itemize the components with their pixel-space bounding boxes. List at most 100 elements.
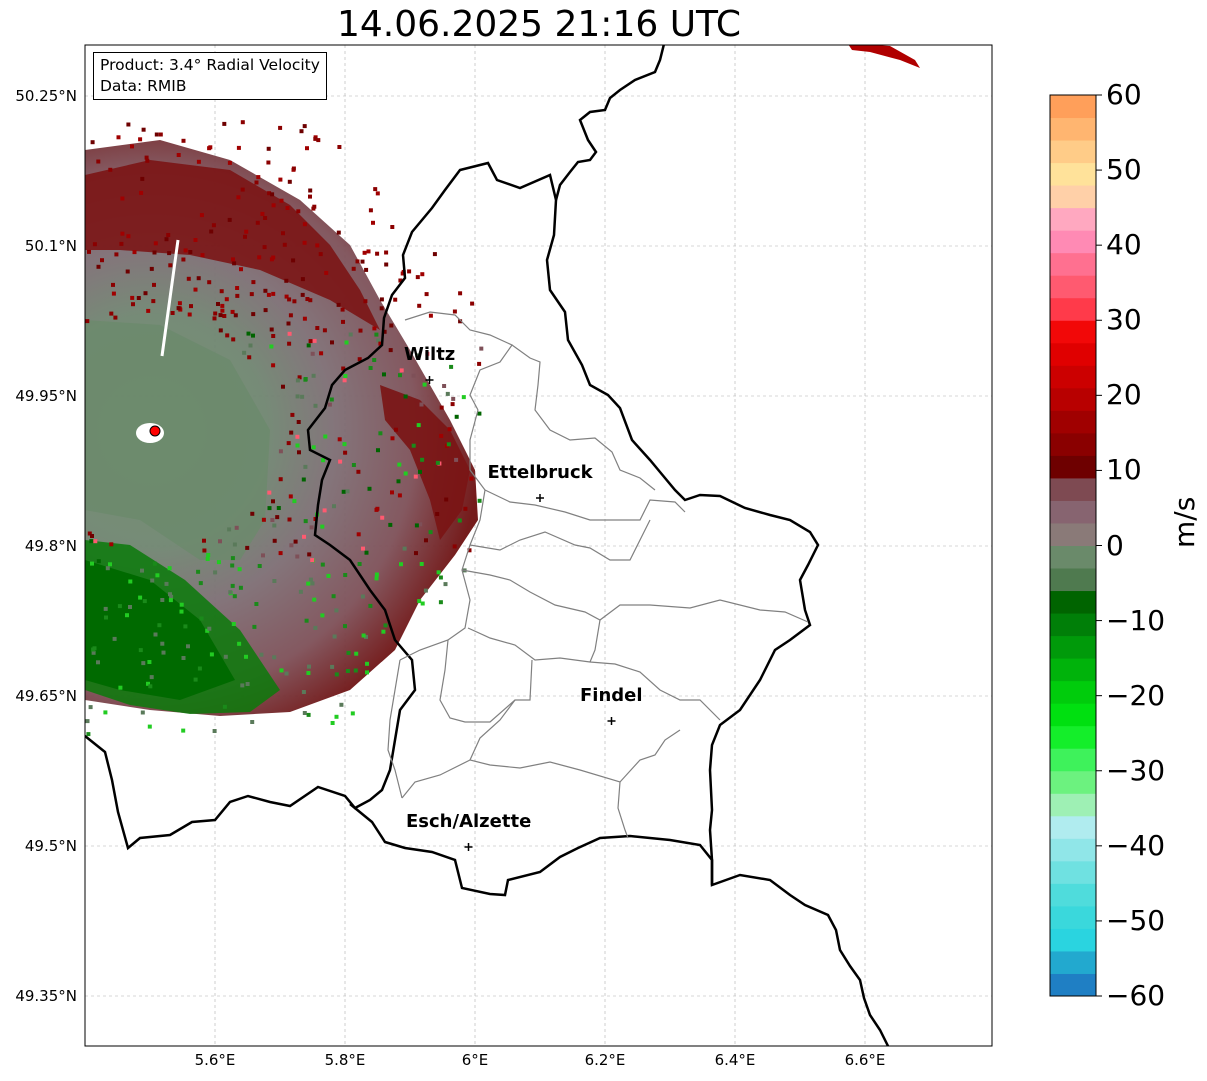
- echo-pixel: [85, 719, 90, 724]
- echo-pixel: [366, 249, 371, 254]
- echo-pixel: [231, 257, 235, 262]
- lon-tick-label: 6.6°E: [844, 1051, 886, 1069]
- echo-pixel: [278, 177, 283, 182]
- echo-pixel: [393, 297, 398, 302]
- echo-pixel: [96, 660, 100, 665]
- echo-pixel: [356, 532, 361, 537]
- echo-pixel: [275, 515, 280, 520]
- admin-borders: [387, 311, 809, 839]
- echo-pixel: [230, 309, 235, 314]
- echo-pixel: [281, 231, 285, 236]
- echo-pixel: [141, 661, 146, 666]
- echo-pixel: [227, 527, 232, 532]
- echo-pixel: [343, 450, 348, 455]
- echo-pixel: [303, 377, 308, 382]
- echo-north-red: [85, 160, 380, 330]
- echo-pixel: [181, 728, 186, 733]
- echo-pixel: [202, 538, 206, 543]
- echo-pixel: [249, 292, 254, 297]
- echo-pixel: [233, 313, 238, 318]
- echo-pixel: [146, 308, 151, 313]
- echo-pixel: [461, 395, 466, 400]
- echo-pixel: [109, 542, 114, 547]
- echo-pixel: [213, 311, 218, 316]
- echo-pixel: [181, 138, 186, 143]
- echo-pixel: [225, 333, 230, 338]
- echo-outer-band: [85, 140, 478, 716]
- echo-pixel: [168, 598, 173, 603]
- echo-pixel: [144, 155, 149, 160]
- echo-pixel: [86, 732, 91, 737]
- echo-pixel: [89, 539, 94, 544]
- echo-pixel: [389, 323, 394, 328]
- echo-pixel: [113, 315, 118, 320]
- echo-pixel: [382, 372, 386, 377]
- echo-pixel: [336, 302, 341, 307]
- echo-pixel: [334, 672, 339, 677]
- echo-pixel: [438, 600, 443, 605]
- echo-pixel: [442, 384, 447, 388]
- echo-pixel: [379, 306, 384, 311]
- echo-pixel: [128, 579, 133, 584]
- echo-pixel: [196, 276, 201, 281]
- echo-pixel: [361, 633, 366, 638]
- echo-pixel: [368, 603, 373, 608]
- colorbar-tick-label: −10: [1106, 603, 1166, 637]
- echo-pixel: [345, 489, 350, 494]
- echo-pixel: [308, 194, 312, 199]
- echo-pixel: [379, 297, 384, 302]
- echo-pixel: [306, 671, 311, 675]
- echo-pixel: [242, 350, 247, 355]
- echo-pixel: [160, 598, 165, 602]
- echo-pixel: [337, 437, 342, 442]
- echo-pixel: [153, 632, 158, 637]
- echo-pixel: [394, 427, 398, 432]
- echo-pixel: [271, 334, 276, 338]
- echo-pixel: [140, 176, 145, 181]
- echo-pixel: [344, 340, 349, 345]
- echo-pixel: [477, 498, 482, 503]
- city-label: Ettelbruck: [487, 462, 593, 483]
- echo-pixel: [246, 331, 251, 336]
- colorbar-tick-label: 40: [1106, 228, 1142, 262]
- city-marker-icon: [536, 494, 544, 502]
- echo-pixel: [319, 351, 324, 356]
- echo-pixel: [357, 357, 362, 362]
- echo-pixel: [287, 179, 292, 184]
- echo-pixel: [157, 623, 162, 628]
- echo-pixel: [287, 341, 292, 346]
- echo-pixel: [139, 190, 144, 195]
- echo-pixel: [128, 605, 132, 609]
- echo-pixel: [320, 613, 325, 618]
- echo-pixel: [213, 570, 218, 575]
- echo-pixel: [143, 291, 148, 296]
- echo-pixel: [337, 145, 342, 149]
- echo-pixel: [332, 504, 336, 509]
- echo-pixel: [222, 704, 227, 709]
- echo-pixel: [227, 217, 232, 222]
- echo-pixel: [360, 259, 365, 264]
- echo-pixel: [330, 340, 334, 345]
- echo-pixel: [154, 132, 159, 137]
- echo-pixel: [263, 216, 268, 220]
- echo-pixel: [140, 710, 145, 715]
- echo-pixel: [105, 566, 110, 571]
- echo-pixel: [295, 434, 300, 439]
- echo-pixel: [227, 160, 232, 165]
- echo-pixel: [183, 624, 188, 629]
- echo-pixel: [310, 558, 315, 563]
- colorbar-unit-label: m/s: [1168, 496, 1201, 548]
- echo-pixel: [270, 192, 275, 197]
- echo-pixel: [152, 250, 157, 255]
- echo-pixel: [232, 542, 237, 547]
- echo-pixel: [300, 292, 305, 297]
- product-label: Product: 3.4° Radial Velocity: [100, 56, 320, 74]
- echo-pixel: [148, 684, 153, 689]
- echo-pixel: [397, 462, 402, 467]
- echo-pixel: [228, 590, 233, 595]
- echo-pixel: [231, 337, 236, 342]
- echo-pixel: [266, 160, 271, 165]
- echo-pixel: [357, 562, 362, 566]
- city-marker-icon: [464, 843, 473, 851]
- echo-pixel: [306, 581, 311, 586]
